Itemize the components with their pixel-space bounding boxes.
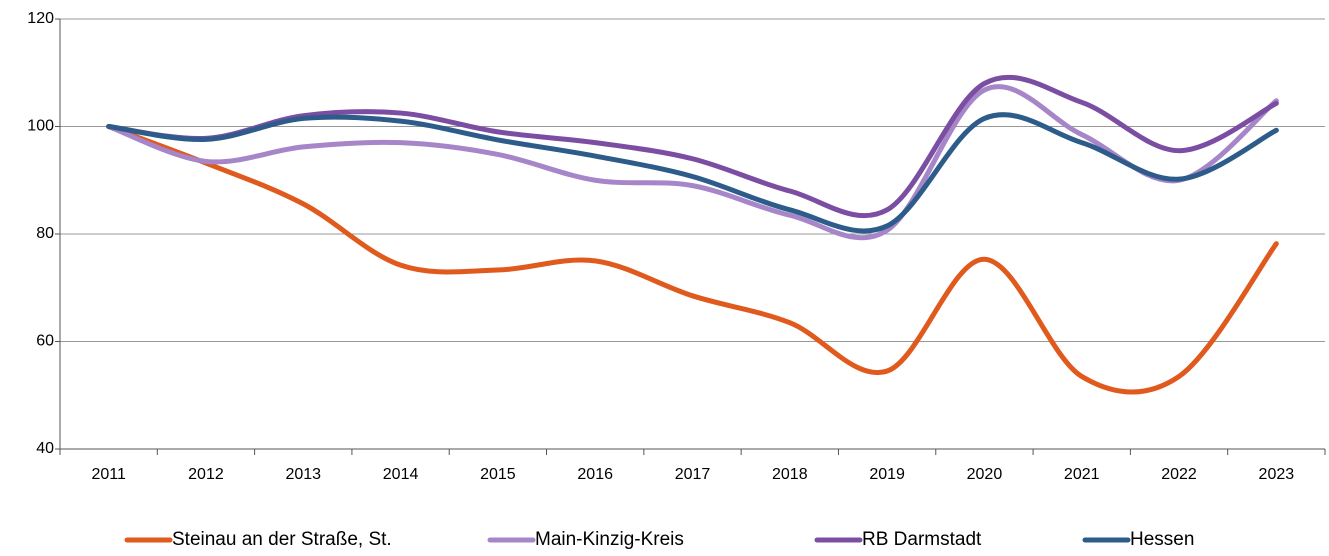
x-tick-label: 2019 <box>869 466 905 483</box>
legend-label: RB Darmstadt <box>862 529 982 550</box>
x-tick-label: 2021 <box>1064 466 1100 483</box>
x-tick-label: 2020 <box>967 466 1003 483</box>
legend-label: Main-Kinzig-Kreis <box>535 529 684 550</box>
x-tick-label: 2014 <box>383 466 419 483</box>
series-line <box>106 124 1279 395</box>
y-tick-label: 40 <box>36 440 54 457</box>
x-tick-label: 2015 <box>480 466 516 483</box>
x-tick-label: 2013 <box>285 466 321 483</box>
series-line <box>106 74 1279 219</box>
x-tick-label: 2023 <box>1259 466 1295 483</box>
series-line <box>106 84 1279 241</box>
y-tick-label: 80 <box>36 225 54 242</box>
x-tick-label: 2022 <box>1161 466 1197 483</box>
series-line <box>106 112 1279 234</box>
x-tick-label: 2011 <box>91 466 126 483</box>
y-tick-label: 60 <box>36 333 54 350</box>
x-tick-label: 2017 <box>675 466 711 483</box>
legend-label: Hessen <box>1130 529 1194 550</box>
legend-label: Steinau an der Straße, St. <box>172 529 392 550</box>
y-tick-label: 100 <box>27 118 54 135</box>
x-tick-label: 2018 <box>772 466 808 483</box>
y-tick-label: 120 <box>27 10 54 27</box>
x-tick-label: 2012 <box>188 466 224 483</box>
x-tick-label: 2016 <box>577 466 613 483</box>
